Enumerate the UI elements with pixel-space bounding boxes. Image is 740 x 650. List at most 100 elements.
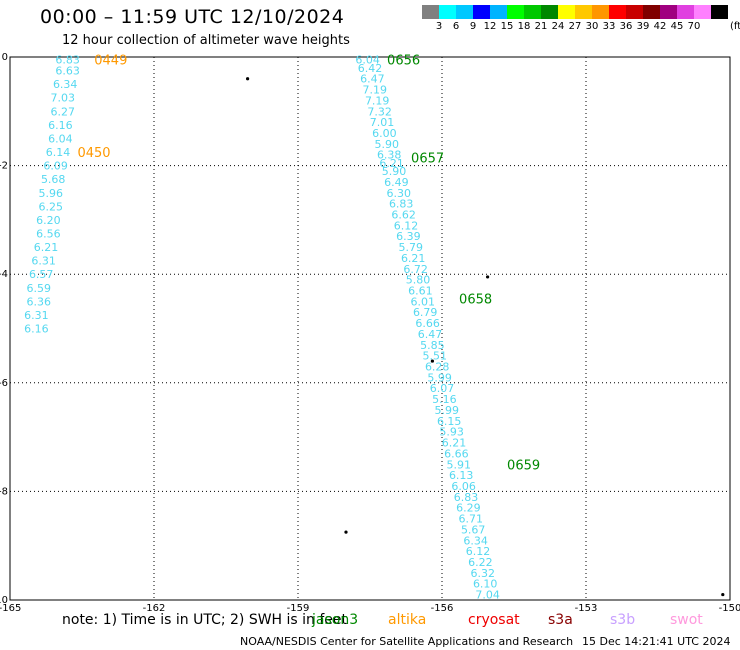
lat-tick-label: -8 xyxy=(0,486,8,497)
color-scale-label: 42 xyxy=(653,21,667,32)
color-scale-label: 39 xyxy=(636,21,650,32)
swh-label: 6.31 xyxy=(31,255,56,268)
swh-label: 6.07 xyxy=(430,382,455,395)
map-frame xyxy=(9,56,731,601)
swh-label: 6.72 xyxy=(403,263,428,276)
color-swatch xyxy=(711,5,728,19)
lat-tick-label: -6 xyxy=(0,378,8,389)
swh-label: 6.13 xyxy=(449,469,474,482)
swh-label: 6.20 xyxy=(36,214,61,227)
swh-label: 6.47 xyxy=(418,328,443,341)
swh-label: 6.15 xyxy=(437,415,462,428)
swh-label: 6.12 xyxy=(394,219,419,232)
legend-s3a: s3a xyxy=(548,612,573,628)
lon-tick-label: -165 xyxy=(0,603,21,614)
swh-label: 6.49 xyxy=(384,176,409,189)
pass-time-label: 0449 xyxy=(94,54,127,69)
lon-tick-label: -153 xyxy=(575,603,598,614)
swh-label: 6.83 xyxy=(55,54,80,67)
color-scale-label: 70 xyxy=(687,21,701,32)
swh-label: 6.10 xyxy=(473,578,498,591)
swh-label: 7.04 xyxy=(475,589,500,602)
swh-label: 6.21 xyxy=(34,241,59,254)
swh-label: 7.32 xyxy=(367,105,392,118)
swh-label: 5.99 xyxy=(435,404,460,417)
swh-label: 6.47 xyxy=(360,73,385,86)
lat-tick-label: -2 xyxy=(0,161,8,172)
lon-tick-label: -162 xyxy=(143,603,166,614)
island-marker xyxy=(344,530,348,534)
legend-jason3: jason3 xyxy=(312,612,359,628)
swh-label: 6.61 xyxy=(408,284,433,297)
swh-label: 6.36 xyxy=(27,295,52,308)
swh-label: 5.90 xyxy=(382,165,407,178)
swh-label: 6.39 xyxy=(396,230,421,243)
swh-label: 6.79 xyxy=(413,306,438,319)
color-scale-label: 6 xyxy=(452,21,460,32)
swh-label: 6.04 xyxy=(355,54,380,67)
swh-label: 7.19 xyxy=(365,94,390,107)
swh-label: 7.19 xyxy=(363,84,388,97)
swh-label: 6.28 xyxy=(425,361,450,374)
swh-label: 5.68 xyxy=(41,173,66,186)
swh-label: 6.56 xyxy=(36,227,61,240)
note-text: note: 1) Time is in UTC; 2) SWH is in fe… xyxy=(62,612,348,628)
island-marker xyxy=(430,359,434,363)
swh-label: 6.14 xyxy=(46,146,71,159)
legend-cryosat: cryosat xyxy=(468,612,520,628)
swh-label: 6.66 xyxy=(415,317,440,330)
swh-label: 6.63 xyxy=(55,65,80,78)
color-scale-label: 9 xyxy=(469,21,477,32)
swh-label: 6.21 xyxy=(401,252,426,265)
swh-label: 5.80 xyxy=(406,274,431,287)
color-swatch xyxy=(626,5,643,19)
swh-label: 6.01 xyxy=(411,295,436,308)
swh-label: 6.34 xyxy=(463,534,488,547)
swh-label: 6.38 xyxy=(377,149,402,162)
swh-label: 6.83 xyxy=(454,491,479,504)
swh-label: 6.16 xyxy=(24,323,49,336)
island-marker xyxy=(486,275,490,279)
color-swatch xyxy=(660,5,677,19)
timestamp-text: 15 Dec 14:21:41 UTC 2024 xyxy=(582,635,731,648)
swh-label: 6.16 xyxy=(48,119,73,132)
color-swatch xyxy=(575,5,592,19)
legend-swot: swot xyxy=(670,612,703,628)
swh-label: 6.66 xyxy=(444,447,469,460)
swh-label: 5.99 xyxy=(427,371,452,384)
lon-tick-label: -156 xyxy=(431,603,454,614)
pass-time-label: 0450 xyxy=(77,146,110,161)
swh-label: 6.27 xyxy=(51,105,76,118)
swh-label: 6.30 xyxy=(387,187,412,200)
swh-label: 6.12 xyxy=(466,545,491,558)
swh-label: 6.21 xyxy=(442,437,467,450)
lon-tick-label: -159 xyxy=(287,603,310,614)
color-swatch xyxy=(422,5,439,19)
swh-label: 6.21 xyxy=(379,157,404,170)
color-swatch xyxy=(439,5,456,19)
swh-label: 5.93 xyxy=(439,426,464,439)
color-swatch xyxy=(541,5,558,19)
lat-tick-label: 0 xyxy=(2,52,8,63)
swh-label: 6.31 xyxy=(24,309,49,322)
map-subtitle: 12 hour collection of altimeter wave hei… xyxy=(62,33,350,48)
color-scale-label: 33 xyxy=(602,21,616,32)
swh-label: 6.06 xyxy=(451,480,476,493)
island-marker xyxy=(721,592,725,597)
swh-label: 6.32 xyxy=(471,567,496,580)
swh-label: 6.00 xyxy=(372,127,397,140)
swh-label: 5.85 xyxy=(420,339,445,352)
color-swatch xyxy=(456,5,473,19)
swh-label: 5.96 xyxy=(39,187,64,200)
color-scale-label: 15 xyxy=(500,21,514,32)
swh-label: 5.51 xyxy=(423,350,448,363)
swh-label: 5.67 xyxy=(461,523,486,536)
swh-label: 6.34 xyxy=(53,78,78,91)
color-swatch xyxy=(677,5,694,19)
color-swatch xyxy=(524,5,541,19)
pass-time-label: 0656 xyxy=(387,54,420,69)
color-scale-unit: (ft) xyxy=(730,21,740,32)
swh-label: 7.01 xyxy=(370,116,395,129)
credit-text: NOAA/NESDIS Center for Satellite Applica… xyxy=(240,635,574,648)
